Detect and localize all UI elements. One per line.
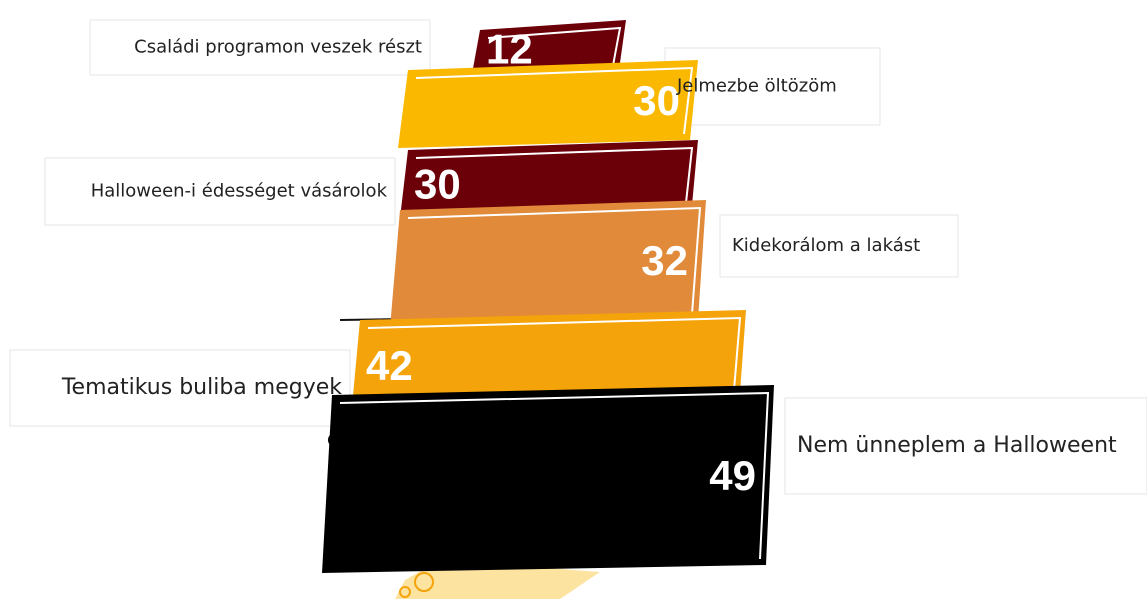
value-label: 30 [414, 161, 461, 208]
value-label: 49 [709, 452, 756, 499]
chart: 12Családi programon veszek részt30Jelmez… [0, 0, 1147, 599]
category-label: Családi programon veszek részt [134, 37, 422, 58]
category-label: Jelmezbe öltözöm [676, 76, 837, 97]
value-label: 30 [633, 77, 680, 124]
category-label: Tematikus buliba megyek [61, 375, 342, 400]
category-label: Nem ünneplem a Halloweent [797, 433, 1117, 458]
category-label: Kidekorálom a lakást [732, 235, 920, 256]
value-label: 12 [486, 26, 533, 73]
bar [322, 385, 774, 573]
value-label: 42 [366, 342, 413, 389]
value-label: 32 [641, 237, 688, 284]
page: 12Családi programon veszek részt30Jelmez… [0, 0, 1147, 599]
category-label: Halloween-i édességet vásárolok [91, 181, 388, 202]
